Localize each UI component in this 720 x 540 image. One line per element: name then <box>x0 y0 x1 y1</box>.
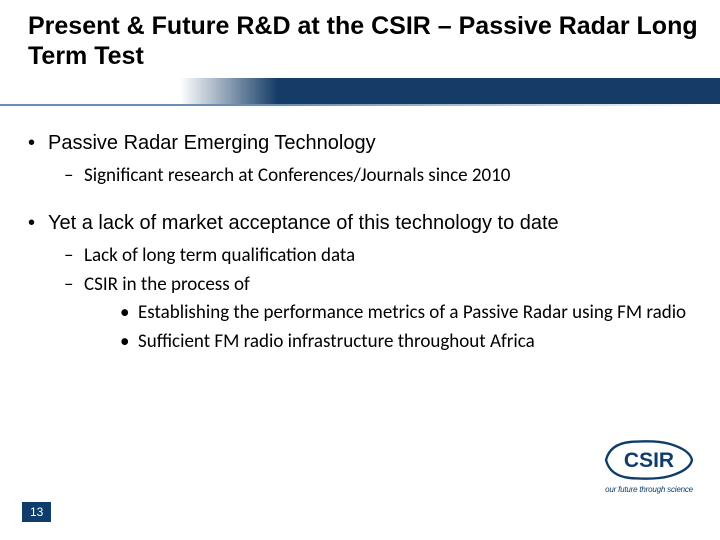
bullet-lvl3: Establishing the performance metrics of … <box>120 301 688 326</box>
slide: Present & Future R&D at the CSIR – Passi… <box>0 0 720 540</box>
bullet-lvl3: Sufficient FM radio infrastructure throu… <box>120 330 688 355</box>
bullet-lvl1: Passive Radar Emerging Technology <box>28 130 688 157</box>
header-bar <box>0 78 720 108</box>
bullet-lvl2-label: CSIR in the process of <box>84 273 250 296</box>
page-number: 13 <box>22 502 51 522</box>
content-area: Passive Radar Emerging Technology Signif… <box>28 130 688 377</box>
header-accent-line <box>0 104 720 106</box>
logo-tagline: our future through science <box>604 485 694 494</box>
bullet-lvl2: Lack of long term qualification data <box>64 243 688 268</box>
logo-name: CSIR <box>624 449 674 472</box>
header-blue-band <box>180 78 720 104</box>
csir-logo: CSIR our future through science <box>604 438 694 494</box>
bullet-lvl2: Significant research at Conferences/Jour… <box>64 163 688 188</box>
bullet-lvl2: CSIR in the process of Establishing the … <box>64 272 688 354</box>
slide-title-block: Present & Future R&D at the CSIR – Passi… <box>0 0 720 71</box>
slide-title: Present & Future R&D at the CSIR – Passi… <box>28 12 720 71</box>
logo-graphic: CSIR <box>604 438 694 482</box>
bullet-lvl1: Yet a lack of market acceptance of this … <box>28 210 688 237</box>
